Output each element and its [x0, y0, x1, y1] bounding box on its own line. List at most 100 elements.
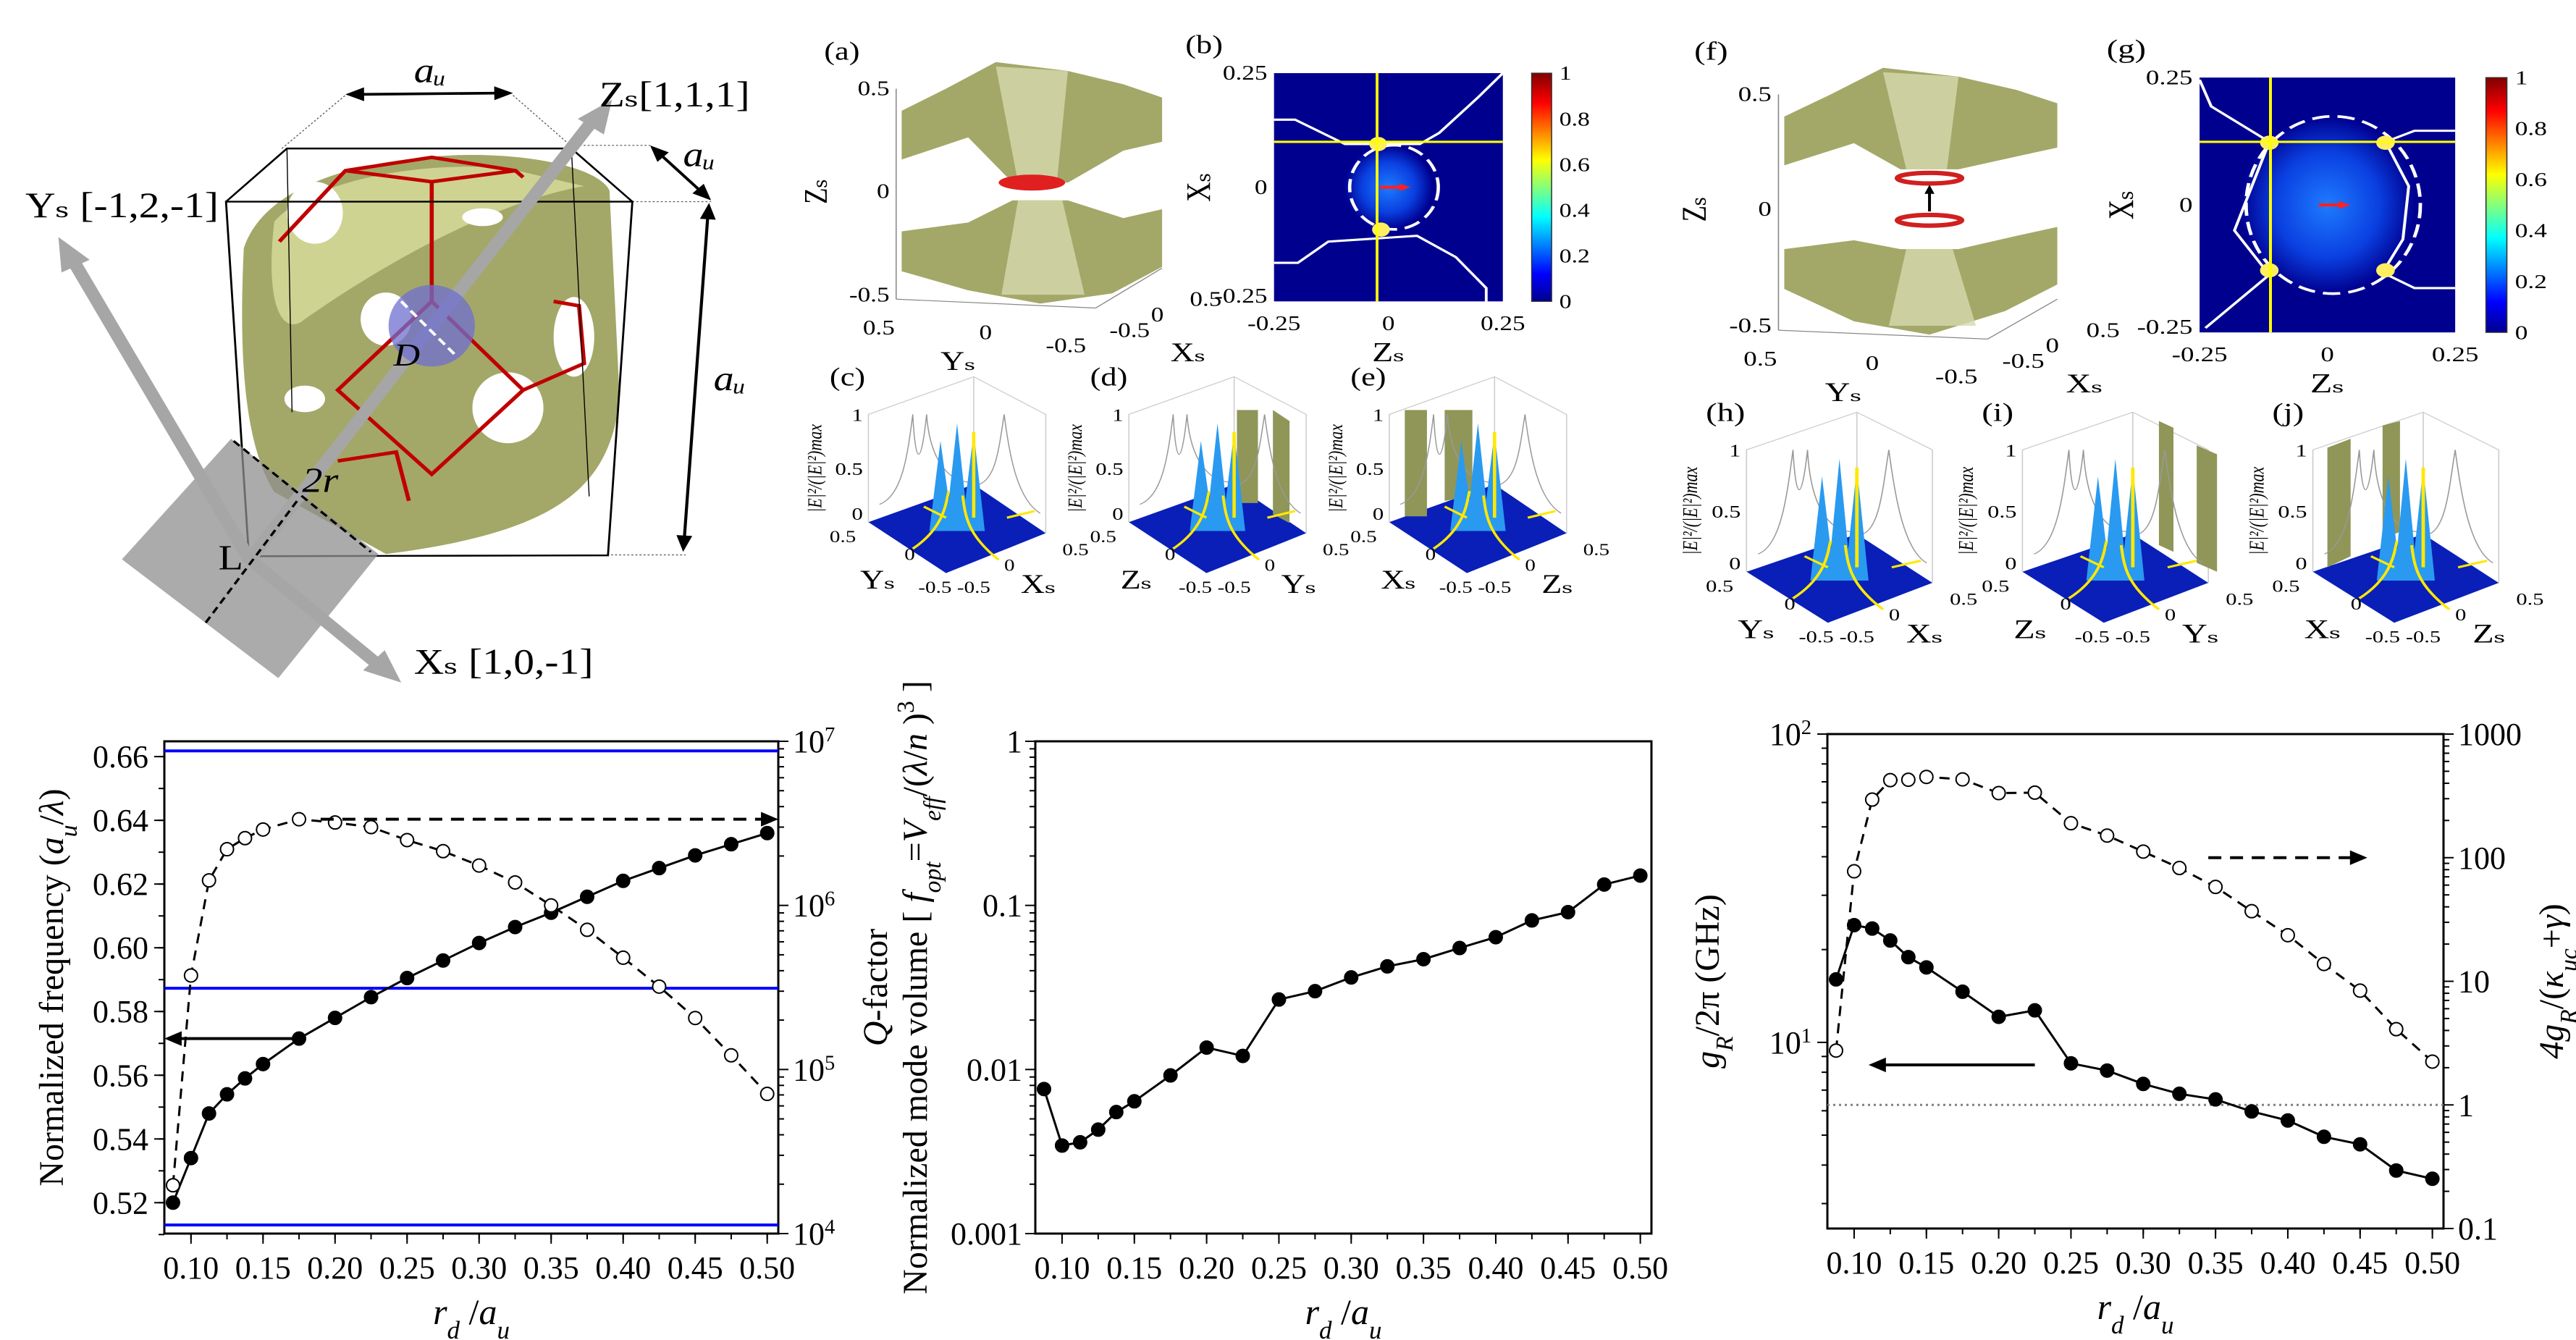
data-point [2352, 1137, 2367, 1152]
axis-tick-label: -0.5 [1840, 628, 1874, 646]
axis-tick-label: 0 [904, 545, 915, 564]
data-point [2316, 1129, 2331, 1145]
data-point [1416, 951, 1431, 966]
label-part: ) [33, 788, 71, 800]
x-tick-label: 0 [2046, 335, 2059, 358]
label-part: ) [2533, 903, 2571, 915]
label-part: = [896, 842, 935, 861]
data-point [2316, 956, 2331, 972]
data-point [201, 1106, 216, 1121]
data-point [1846, 864, 1861, 879]
profile-curve [1862, 450, 1927, 564]
colorbar-tick-label: 0.2 [2515, 271, 2547, 292]
label-part: a [33, 837, 71, 854]
x-tick-label: 0.10 [163, 1250, 219, 1286]
z-axis-name: |E|²/(|E|²)max [1954, 466, 1978, 555]
x-tick-label: 0.10 [1826, 1245, 1882, 1281]
axis-tick-label: 0.5 [830, 527, 856, 546]
data-point [1072, 1134, 1087, 1150]
data-point [436, 953, 451, 968]
data-point [2280, 927, 2295, 943]
right-axis-name: Yₛ [1281, 569, 1317, 599]
data-point [256, 822, 271, 837]
z-tick-label: 0 [2295, 555, 2307, 574]
z-tick-label: 0.5 [835, 459, 863, 479]
axis-tick-label: 0.5 [1982, 577, 2009, 596]
x-arrowhead-icon [363, 650, 402, 683]
y-tick-label: 0.56 [93, 1058, 148, 1093]
tick-base: 10 [1769, 1025, 1801, 1061]
unit-cell-edge [571, 148, 590, 497]
axis-box [1128, 376, 1307, 534]
data-point [1901, 772, 1916, 788]
y-tick-label: -0.5 [1935, 366, 1977, 389]
lattice-wall [1273, 410, 1290, 523]
data-point [2388, 1163, 2404, 1178]
data-point [201, 873, 216, 888]
data-point [1271, 992, 1287, 1007]
x-tick-label: 0.20 [307, 1250, 363, 1286]
arrowhead-icon [164, 1031, 182, 1046]
axis-tick-label: 0.5 [1950, 590, 1977, 609]
data-point [1235, 1048, 1250, 1063]
data-point [688, 848, 703, 863]
data-point [1991, 1009, 2006, 1024]
y2-tick-label: 105 [793, 1052, 835, 1088]
data-point [2136, 844, 2151, 859]
colorbar [2485, 77, 2508, 333]
data-point [615, 873, 631, 888]
arrowhead-icon [494, 86, 513, 101]
panel-label: (f) [1694, 37, 1727, 66]
z-tick-label: 0.5 [1987, 502, 2016, 522]
axis-tick-label: -0.5 [1218, 578, 1251, 597]
x-axis-name: Xₛ [2066, 369, 2103, 398]
lattice-hole [462, 208, 503, 227]
y2-tick-label: 1 [2458, 1087, 2474, 1123]
data-point [759, 1087, 775, 1102]
y-arrowhead-icon [58, 237, 90, 273]
y2-tick-label: 10 [2458, 964, 2490, 1000]
y-tick-label: 1 [1006, 724, 1022, 759]
z-tick-label: 0.5 [1738, 84, 1772, 106]
label-part: 4g [2533, 1024, 2571, 1059]
lattice-highlight [1882, 72, 1977, 326]
chart-3: 0.10 0.15 0.20 0.25 0.30 0.35 0.40 0.45 0.50 rd /… [1688, 717, 2576, 1339]
data-point [2063, 816, 2079, 831]
lattice-boundary [1274, 72, 1504, 146]
x-tick-label: 0.30 [451, 1250, 507, 1286]
z-tick-label: 0 [852, 504, 863, 523]
data-point [363, 990, 379, 1005]
tick-exponent: 5 [825, 1052, 835, 1074]
label-part: λ [33, 800, 71, 817]
x-axis-name: Zₛ [1372, 337, 1405, 368]
data-point [579, 922, 594, 937]
tick-exponent: 2 [1801, 717, 1811, 739]
y2-axis-label: Q-factor [856, 929, 895, 1047]
a-vert-label: aᵤ [714, 359, 746, 398]
polarization-arrowhead-icon [1399, 183, 1411, 191]
z-tick-label: 0 [1373, 504, 1384, 523]
axis-tick-label: 0.5 [1090, 527, 1116, 546]
y-tick-label: 0.01 [967, 1052, 1022, 1087]
data-point [400, 833, 415, 848]
z-tick-label: 1 [2295, 442, 2307, 461]
colorbar-tick-label: 0.8 [1560, 108, 1590, 130]
colorbar-tick-label: 1 [2515, 67, 2528, 88]
y-tick-label: 0 [2179, 194, 2192, 216]
profile-curve [1239, 414, 1301, 514]
a-top-label: aᵤ [414, 51, 447, 90]
x-axis-name: Xₛ [1171, 337, 1206, 367]
y2-tick-label: 0.1 [2458, 1211, 2498, 1247]
left-axis-name: Yₛ [1738, 615, 1775, 644]
colorbar-tick-label: 0.8 [2515, 118, 2547, 140]
data-point [1452, 940, 1468, 956]
x-tick-label: 0 [2320, 344, 2333, 366]
z-tick-label: 1 [852, 405, 863, 425]
x-tick-label: -0.5 [1109, 319, 1150, 342]
x-tick-label: 0 [1382, 312, 1395, 334]
axis-box [867, 376, 1047, 534]
data-point [2027, 1003, 2042, 1018]
